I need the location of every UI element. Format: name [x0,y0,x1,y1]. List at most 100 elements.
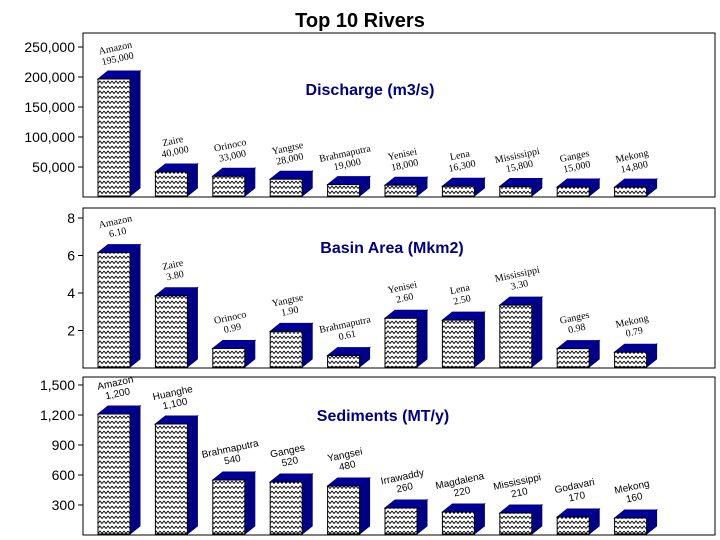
value-label: 480 [338,459,357,473]
bar-label: Brahmaputra0.61 [318,314,374,346]
bar-yangtse: Yangtse1.90 [268,292,314,369]
y-tick-label: 1,200 [40,407,75,423]
bar-side [531,296,543,369]
bar-zaire: Zaire3.80 [153,258,199,369]
bar-brahmaputra: Brahmaputra540 [201,438,260,536]
bar-yangtse: Yangtse28,000 [268,140,314,198]
bar-yenisei: Yenisei18,000 [383,146,429,198]
bar-mekong: Mekong14,800 [613,148,659,198]
value-label: 1,200 [104,386,131,402]
bar-front [212,347,246,368]
y-tick-label: 300 [52,497,76,513]
category-label: Zaire [161,134,184,149]
value-label: 3.30 [510,278,529,292]
bar-label: Yangtse1.90 [271,292,307,320]
bar-ganges: Ganges0.98 [555,310,601,369]
bar-front [212,175,246,197]
bar-godavari: Godavari170 [554,477,601,536]
bar-label: Lena16,300 [445,148,476,175]
value-label: 260 [395,481,414,495]
bar-front [614,186,648,197]
bar-label: Ganges15,000 [559,148,593,176]
panel-title: Sediments (MT/y) [317,408,449,425]
y-tick-label: 600 [52,467,76,483]
bar-front [556,348,590,368]
bar-front [499,186,533,197]
bar-label: Irrawaddy260 [380,468,428,499]
bar-label: Amazon1,200 [96,374,136,403]
category-label: Lena [449,148,471,163]
bar-label: Mekong160 [614,478,653,507]
value-label: 1.90 [280,304,299,318]
bar-lena: Lena2.50 [440,282,486,369]
chart-panel-2: 8 6 4 2 Basin Area (Mkm2) Amazon6.10 Zaire3.80… [67,207,716,369]
bar-front [327,355,361,368]
value-label: 0.61 [338,329,357,343]
y-tick-label: 100,000 [24,129,75,145]
bar-orinoco: Orinoco0.99 [211,309,257,369]
page-title: Top 10 Rivers [295,10,425,32]
value-label: 520 [281,455,300,469]
value-label: 1,100 [162,396,189,412]
category-label: Lena [449,282,471,297]
value-label: 220 [453,485,472,499]
value-label: 2.50 [452,293,471,307]
bar-front [212,479,246,535]
bar-label: Mekong0.79 [615,313,652,341]
value-label: 3.80 [165,269,184,283]
bar-label: Yenisei18,000 [387,146,421,174]
bar-front [499,304,533,368]
bar-front [614,351,648,368]
bar-front [556,516,590,535]
bar-front [154,295,188,368]
y-tick-label: 50,000 [32,159,75,175]
bar-side [129,243,141,369]
bar-label: Magdalena220 [435,471,488,503]
bar-irrawaddy: Irrawaddy260 [380,468,429,536]
bar-front [154,423,188,535]
bar-huanghe: Huanghe1,100 [152,384,199,536]
bar-mississippi: Mississippi15,800 [494,146,544,198]
bar-label: Zaire40,000 [158,133,189,160]
value-label: 0.99 [223,322,242,336]
panel-title: Basin Area (Mkm2) [320,240,463,257]
bar-amazon: Amazon6.10 [96,213,142,369]
bar-brahmaputra: Brahmaputra0.61 [318,314,374,369]
bar-yenisei: Yenisei2.60 [383,279,429,369]
bar-yangsei: Yangsei480 [326,446,372,536]
chart-panel-3: 1,500 1,200 900 600 300 Sediments (MT/y) Amazo… [40,374,716,536]
bar-front [384,317,418,368]
bar-front [269,330,303,368]
bar-front [269,481,303,535]
y-tick-label: 1,500 [40,377,75,393]
bar-front [384,507,418,535]
bar-side [473,311,485,369]
bar-front [614,517,648,535]
bar-zaire: Zaire40,000 [153,133,199,198]
bar-brahmaputra: Brahmaputra19,000 [318,143,374,198]
bar-side [186,286,198,369]
bar-label: Huanghe1,100 [152,384,197,414]
bar-label: Brahmaputra19,000 [318,143,374,175]
bar-side [186,414,198,536]
bar-label: Orinoco0.99 [213,309,250,337]
bar-mekong: Mekong0.79 [613,313,659,369]
bar-label: Yangsei480 [327,446,366,475]
bar-front [441,511,475,535]
bar-front [327,485,361,535]
y-tick-label: 250,000 [24,39,75,55]
bar-label: Amazon6.10 [98,213,136,242]
bar-front [499,512,533,535]
bar-ganges: Ganges15,000 [555,148,601,198]
bar-front [154,171,188,197]
bar-label: Mekong14,800 [615,148,652,176]
bar-side [416,309,428,369]
y-tick-label: 4 [67,285,75,301]
value-label: 0.79 [625,325,644,339]
panel-title: Discharge (m3/s) [306,82,435,99]
bar-front [269,178,303,197]
value-label: 6.10 [108,226,127,240]
bar-side [359,476,371,536]
bar-orinoco: Orinoco33,000 [211,137,257,198]
